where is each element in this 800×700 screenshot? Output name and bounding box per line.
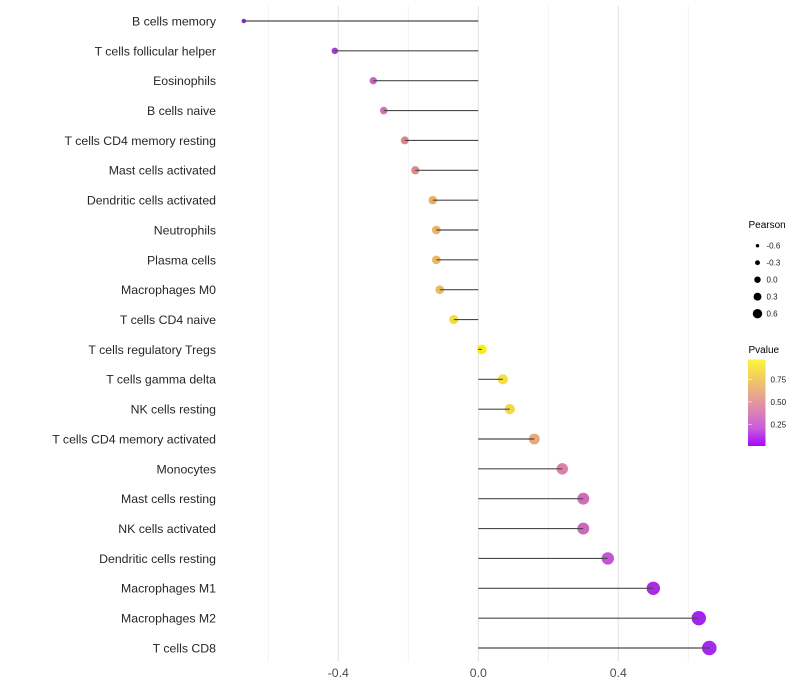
category-label: Plasma cells	[147, 253, 216, 267]
lollipop-row: T cells gamma delta	[106, 373, 508, 387]
pearson-legend-dot	[755, 260, 760, 266]
pearson-legend-label: 0.6	[767, 310, 779, 319]
lollipop-row: Eosinophils	[153, 74, 479, 88]
category-label: NK cells resting	[131, 403, 217, 417]
pvalue-legend-title: Pvalue	[749, 345, 780, 356]
category-label: Macrophages M1	[121, 582, 216, 596]
lollipop-row: NK cells resting	[131, 403, 515, 417]
pearson-legend-items: -0.6 -0.3 0.0 0.3 0.6	[752, 242, 781, 319]
lollipop-rows: B cells memory T cells follicular helper E…	[52, 14, 717, 656]
x-tick-label: 0.4	[610, 666, 627, 680]
lollipop-row: Macrophages M0	[121, 283, 479, 297]
lollipop-row: T cells follicular helper	[95, 44, 479, 58]
category-label: Eosinophils	[153, 74, 216, 88]
lollipop-row: Mast cells activated	[109, 164, 479, 178]
lollipop-row: T cells regulatory Tregs	[88, 343, 487, 357]
lollipop-row: NK cells activated	[118, 522, 590, 536]
lollipop-row: Monocytes	[157, 462, 569, 476]
x-tick-label: 0.0	[470, 666, 487, 680]
category-label: T cells CD4 memory resting	[65, 134, 217, 148]
x-tick-label: -0.4	[328, 666, 349, 680]
lollipop-row: Plasma cells	[147, 253, 479, 267]
lollipop-row: T cells CD4 naive	[120, 313, 479, 327]
lollipop-row: Dendritic cells resting	[99, 552, 615, 566]
pearson-legend-label: 0.0	[767, 276, 779, 285]
data-point	[691, 610, 706, 626]
category-label: B cells naive	[147, 104, 216, 118]
pearson-legend-dot	[753, 292, 762, 301]
category-label: T cells CD8	[153, 641, 216, 655]
category-label: NK cells activated	[118, 522, 216, 536]
lollipop-row: Macrophages M2	[121, 610, 706, 626]
lollipop-row: Neutrophils	[154, 223, 479, 237]
category-label: Mast cells resting	[121, 492, 216, 506]
category-label: T cells CD4 memory activated	[52, 432, 216, 446]
pvalue-tick-label: 0.50	[771, 398, 787, 407]
pearson-legend-dot	[755, 244, 760, 248]
pearson-legend-label: 0.3	[767, 293, 779, 302]
category-label: T cells regulatory Tregs	[88, 343, 216, 357]
lollipop-row: Mast cells resting	[121, 492, 590, 506]
pvalue-tick-label: 0.25	[771, 420, 787, 429]
pearson-legend-label: -0.6	[767, 242, 781, 251]
data-point	[701, 640, 717, 656]
category-label: B cells memory	[132, 14, 217, 28]
pearson-legend-dot	[754, 276, 761, 283]
category-label: Neutrophils	[154, 223, 216, 237]
category-label: Dendritic cells resting	[99, 552, 216, 566]
category-label: T cells CD4 naive	[120, 313, 216, 327]
pearson-legend-title: Pearson	[749, 220, 786, 231]
pearson-legend-label: -0.3	[767, 259, 781, 268]
pvalue-color-legend: Pvalue 0.75 0.50 0.25	[748, 345, 787, 446]
lollipop-row: Macrophages M1	[121, 581, 660, 596]
pvalue-tick-label: 0.75	[771, 375, 787, 384]
lollipop-row: T cells CD4 memory resting	[65, 134, 479, 148]
category-label: T cells gamma delta	[106, 373, 216, 387]
category-label: T cells follicular helper	[95, 44, 216, 58]
category-label: Monocytes	[157, 462, 216, 476]
lollipop-row: B cells naive	[147, 104, 479, 118]
category-label: Macrophages M0	[121, 283, 216, 297]
pearson-legend-dot	[752, 309, 763, 319]
lollipop-row: T cells CD8	[153, 640, 717, 656]
lollipop-row: Dendritic cells activated	[87, 194, 479, 208]
pvalue-colorbar	[748, 359, 766, 446]
lollipop-row: T cells CD4 memory activated	[52, 432, 540, 446]
gridlines	[267, 6, 689, 662]
category-label: Macrophages M2	[121, 612, 216, 626]
lollipop-row: B cells memory	[132, 14, 479, 28]
data-point	[556, 463, 569, 475]
category-label: Mast cells activated	[109, 164, 216, 178]
pvalue-colorbar-ticks: 0.75 0.50 0.25	[748, 375, 787, 429]
category-label: Dendritic cells activated	[87, 194, 216, 208]
x-axis-tick-labels: -0.4 0.0 0.4	[328, 666, 627, 680]
pearson-size-legend: Pearson -0.6 -0.3 0.0 0.3 0.6	[749, 220, 786, 319]
